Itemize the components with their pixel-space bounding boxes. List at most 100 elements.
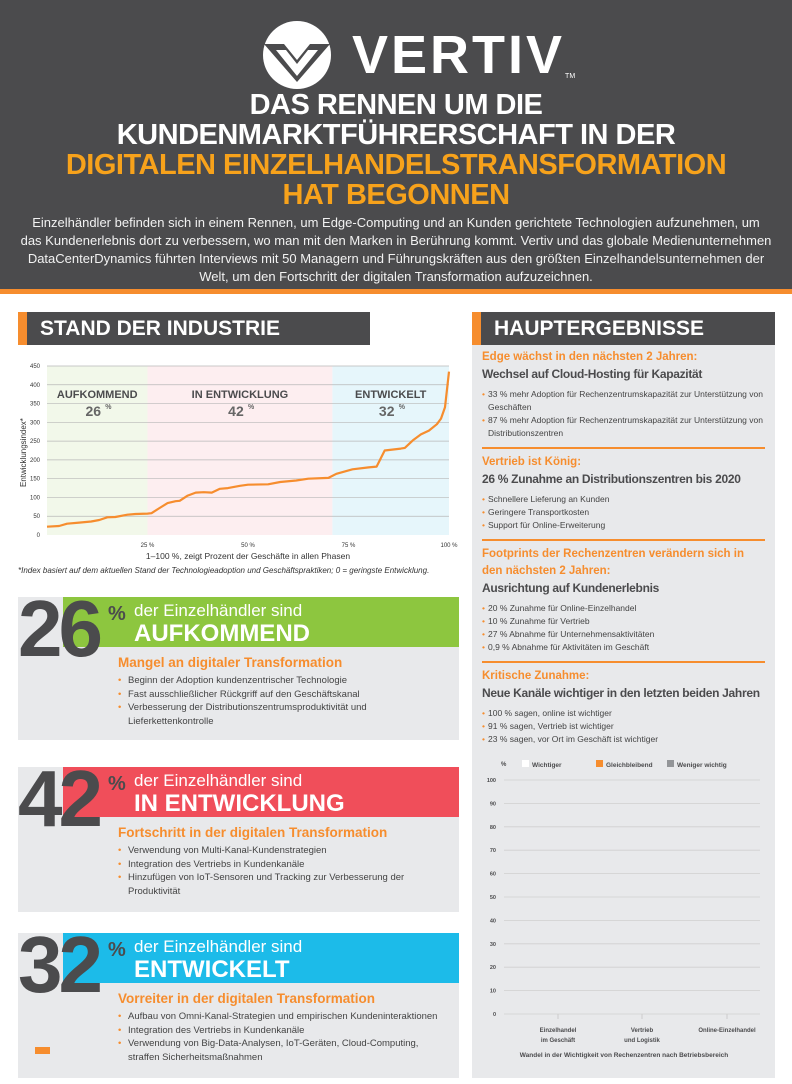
finding-block: Edge wächst in den nächsten 2 Jahren: We…: [482, 349, 767, 440]
finding-block: Kritische Zunahme: Neue Kanäle wichtiger…: [482, 668, 767, 746]
finding-subheading: Ausrichtung auf Kundenerlebnis: [482, 581, 660, 595]
y-tick-label: 10: [490, 989, 496, 995]
phase-percent-sign: %: [105, 404, 112, 411]
percent-sign: %: [108, 939, 126, 961]
finding-bullet: 100 % sagen, online ist wichtiger: [482, 707, 767, 720]
phase-percent: 42: [228, 403, 244, 419]
y-tick-label: 400: [30, 383, 41, 389]
segment-percent: 42: [18, 754, 103, 843]
development-index-line: [46, 371, 451, 528]
phase-label: IN ENTWICKLUNG: [192, 389, 289, 401]
finding-bullet: Geringere Transportkosten: [482, 506, 767, 519]
segment-band: [63, 597, 459, 647]
y-tick-label: 40: [490, 918, 496, 924]
finding-heading: Vertrieb ist König:: [482, 456, 582, 468]
chart-footnote: *Index basiert auf dem aktuellen Stand d…: [18, 566, 430, 575]
percent-sign: %: [108, 773, 126, 795]
finding-subheading: Neue Kanäle wichtiger in den letzten bei…: [482, 686, 760, 700]
title-line-1: DAS RENNEN UM DIE: [249, 89, 543, 121]
section-title-findings: HAUPTERGEBNISSE: [472, 312, 775, 345]
phase-percent-sign: %: [399, 404, 406, 411]
card-bullet: Verwendung von Multi-Kanal-Kundenstrateg…: [118, 844, 451, 858]
card-bullet: Aufbau von Omni-Kanal-Strategien und emp…: [118, 1010, 451, 1024]
title-line-3: DIGITALEN EINZELHANDELSTRANSFORMATION: [65, 149, 727, 181]
segment-card: 42 % der Einzelhändler sind IN ENTWICKLU…: [18, 759, 459, 912]
findings-panel: Edge wächst in den nächsten 2 Jahren: We…: [472, 345, 775, 1078]
importance-bar-chart: % Wichtiger Gleichbleibend Weniger wichtig 0…: [487, 760, 760, 1059]
card-bullet: Beginn der Adoption kundenzentrischer Te…: [118, 674, 451, 688]
finding-bullet: 0,9 % Abnahme für Aktivitäten im Geschäf…: [482, 641, 767, 654]
category-label: Vertrieb: [631, 1028, 654, 1034]
finding-subheading: Wechsel auf Cloud-Hosting für Kapazität: [482, 367, 703, 381]
x-tick-label: 50 %: [241, 543, 255, 549]
finding-bullet: 10 % Zunahme für Vertrieb: [482, 615, 767, 628]
y-tick-label: 0: [493, 1012, 496, 1018]
phase-label: ENTWICKELT: [355, 389, 427, 401]
title-line-2: KUNDENMARKTFÜHRERSCHAFT IN DER: [116, 119, 676, 151]
finding-block: Vertrieb ist König: 26 % Zunahme an Dist…: [482, 454, 767, 532]
legend-label: Gleichbleibend: [606, 762, 653, 769]
phase-percent-sign: %: [248, 404, 255, 411]
card-bullet: Integration des Vertriebs in Kundenkanäl…: [118, 858, 451, 872]
phase-band: [147, 366, 333, 535]
phase-label: AUFKOMMEND: [57, 389, 138, 401]
legend-swatch: [667, 760, 674, 767]
segment-heading: Vorreiter in der digitalen Transformatio…: [118, 991, 376, 1006]
title-line-4: HAT BEGONNEN: [282, 179, 510, 211]
trademark: TM: [565, 73, 576, 80]
y-axis-label: Entwicklungsindex*: [19, 418, 28, 487]
legend-swatch: [596, 760, 603, 767]
card-bullet: Fast ausschließlicher Rückgriff auf den …: [118, 688, 451, 702]
finding-bullet: 20 % Zunahme für Online-Einzelhandel: [482, 602, 767, 615]
y-tick-label: 50: [33, 514, 40, 520]
divider: [482, 447, 765, 449]
finding-heading: Footprints der Rechenzentren verändern s…: [482, 548, 744, 577]
y-unit-label: %: [501, 762, 507, 768]
segment-band: [63, 933, 459, 983]
brand-name: VERTIV: [352, 25, 566, 85]
phase-band: [47, 366, 148, 535]
finding-bullet: 87 % mehr Adoption für Rechenzentrumskap…: [482, 414, 767, 440]
finding-block: Footprints der Rechenzentren verändern s…: [482, 546, 767, 654]
x-axis-label: 1–100 %, zeigt Prozent der Geschäfte in …: [146, 551, 350, 561]
segment-band: [63, 767, 459, 817]
card-bullet: Verbesserung der Distributionszentrumspr…: [118, 701, 451, 728]
y-tick-label: 0: [37, 533, 41, 539]
segment-subtitle: der Einzelhändler sind: [134, 771, 303, 790]
vertiv-mark-icon: [263, 21, 331, 89]
y-tick-label: 90: [490, 801, 496, 807]
segment-level: ENTWICKELT: [134, 956, 290, 983]
divider: [482, 539, 765, 541]
finding-bullet: 33 % mehr Adoption für Rechenzentrumskap…: [482, 388, 767, 414]
segment-card: 32 % der Einzelhändler sind ENTWICKELT V…: [18, 925, 459, 1078]
y-tick-label: 300: [30, 420, 41, 426]
development-index-chart: AUFKOMMEND 26 % IN ENTWICKLUNG 42 % ENTWICKELT…: [19, 364, 458, 561]
finding-bullet: Schnellere Lieferung an Kunden: [482, 493, 767, 506]
category-label: im Geschäft: [541, 1038, 575, 1044]
x-tick-label: 25 %: [141, 543, 155, 549]
y-tick-label: 250: [30, 439, 41, 445]
y-tick-label: 450: [30, 364, 41, 370]
category-label: Online-Einzelhandel: [698, 1028, 756, 1034]
y-tick-label: 50: [490, 895, 496, 901]
segment-subtitle: der Einzelhändler sind: [134, 937, 303, 956]
orange-accent: [35, 1047, 50, 1054]
finding-bullet: Support für Online-Erweiterung: [482, 519, 767, 532]
category-label: und Logistik: [624, 1038, 660, 1044]
divider: [0, 289, 792, 294]
y-tick-label: 20: [490, 965, 496, 971]
header: VERTIV TM DAS RENNEN UM DIE KUNDENMARKTF…: [0, 0, 792, 289]
legend-swatch: [522, 760, 529, 767]
legend-label: Weniger wichtig: [677, 762, 727, 769]
segment-level: AUFKOMMEND: [134, 620, 310, 647]
card-bullet: Hinzufügen von IoT-Sensoren und Tracking…: [118, 871, 451, 898]
y-tick-label: 100: [30, 495, 41, 501]
vertiv-logo: VERTIV TM: [262, 20, 575, 90]
x-tick-label: 100 %: [440, 543, 458, 549]
segment-card: 26 % der Einzelhändler sind AUFKOMMEND M…: [18, 589, 459, 740]
segment-heading: Fortschritt in der digitalen Transformat…: [118, 825, 388, 840]
page-title: DAS RENNEN UM DIE KUNDENMARKTFÜHRERSCHAF…: [0, 90, 792, 210]
y-tick-label: 150: [30, 477, 41, 483]
finding-bullet: 23 % sagen, vor Ort im Geschäft ist wich…: [482, 733, 767, 746]
y-tick-label: 350: [30, 402, 41, 408]
